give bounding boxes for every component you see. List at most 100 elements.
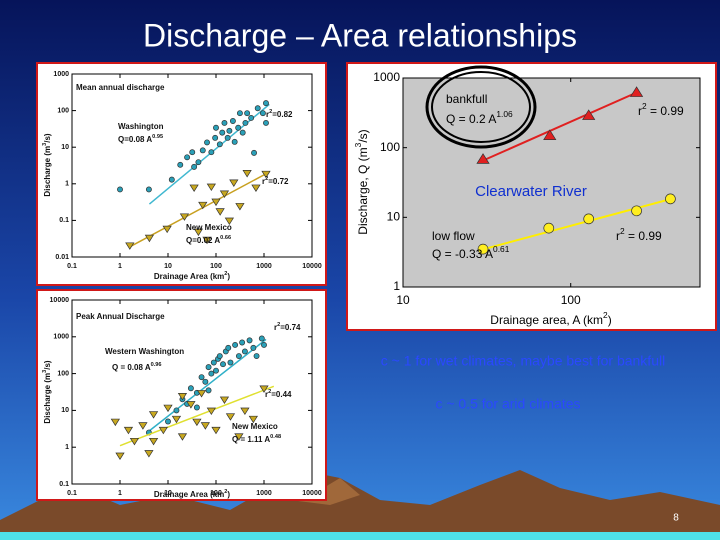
x-axis-label: Drainage area, A (km2) (490, 310, 611, 327)
data-point (225, 344, 232, 351)
series-label: low flow (432, 229, 475, 243)
fit-r2: r2=0.72 (262, 176, 289, 186)
fit-r2-part: =0.44 (271, 390, 292, 399)
data-point (221, 119, 228, 126)
data-point (543, 129, 557, 140)
data-point (543, 222, 555, 234)
fit-equation: Q = -0.33 A0.61 (432, 244, 510, 261)
fit-equation-sup: 0.48 (270, 434, 281, 440)
data-point (254, 105, 261, 112)
y-axis-label-sup: 3 (42, 143, 48, 146)
y-axis-label-part: Discharge (m (43, 146, 52, 197)
y-axis-label-part: /s) (43, 360, 52, 370)
y-axis-label-sup: 3 (42, 370, 48, 373)
data-point (110, 418, 120, 427)
data-point (219, 396, 230, 404)
fit-line (129, 171, 270, 248)
data-point (189, 184, 199, 193)
fit-equation-part: Q = 0.08 A (112, 363, 151, 372)
data-point (240, 407, 250, 416)
plot-area (71, 299, 313, 485)
data-point (242, 119, 249, 126)
data-point (248, 114, 255, 121)
data-point (631, 205, 642, 217)
chart-title: Mean annual discharge (76, 83, 165, 92)
x-tick-label: 10000 (302, 263, 322, 270)
x-tick-label: 10 (164, 263, 172, 270)
data-point (263, 119, 269, 126)
x-axis-label-part: Drainage Area (km (154, 272, 224, 281)
fit-r2-sup: 2 (620, 226, 625, 236)
fit-r2-part: =0.72 (268, 177, 289, 186)
data-point (208, 149, 215, 156)
data-point (251, 149, 257, 156)
data-point (144, 450, 154, 458)
data-point (204, 139, 210, 146)
data-point (213, 124, 219, 131)
data-point (229, 179, 239, 187)
fit-r2-part: = 0.99 (647, 104, 684, 118)
caption: c ~ 0.5 for arid climates (435, 396, 580, 412)
data-point (165, 418, 171, 425)
data-point (148, 411, 159, 419)
chart-title: Peak Annual Discharge (76, 312, 165, 321)
data-point (173, 407, 180, 414)
x-axis-label-sup: 2 (224, 489, 227, 495)
fit-line (148, 338, 267, 432)
data-point (199, 147, 206, 154)
y-axis-label: Discharge (m3/s) (42, 133, 52, 196)
x-axis-label-part: ) (227, 272, 230, 281)
data-point (198, 201, 208, 210)
plot-area (402, 77, 701, 288)
data-point (224, 217, 235, 226)
x-tick-label: 0.1 (67, 263, 77, 270)
data-point (219, 190, 230, 198)
data-point (244, 110, 251, 117)
x-tick-label: 10 (164, 490, 172, 497)
data-point (202, 378, 209, 385)
data-point (229, 118, 236, 124)
series-label: bankfull (446, 92, 487, 106)
data-point (251, 184, 261, 193)
fit-r2: r2 = 0.99 (616, 226, 662, 243)
data-point (208, 370, 215, 377)
data-point (241, 348, 248, 355)
fit-r2-part: r (274, 323, 277, 332)
data-point (210, 359, 217, 366)
y-axis-label: Discharge (m3/s) (42, 360, 52, 423)
data-point (583, 213, 595, 225)
data-point (198, 374, 205, 381)
x-tick-label: 1 (118, 490, 122, 497)
x-axis-label: Drainage Area (km2) (154, 271, 231, 281)
fit-equation-sup: 0.96 (151, 362, 162, 368)
data-point (225, 413, 236, 421)
x-tick-label: 10 (396, 293, 410, 307)
fit-r2: r2=0.74 (274, 322, 301, 332)
x-axis-label-sup: 2 (603, 310, 608, 320)
data-point (216, 141, 223, 148)
x-tick-label: 1000 (256, 490, 272, 497)
fit-r2-part: =0.82 (272, 110, 293, 119)
x-tick-label: 1000 (256, 263, 272, 270)
data-point (117, 186, 123, 193)
fit-equation-sup: 0.95 (152, 134, 163, 140)
data-point (192, 418, 202, 427)
y-tick-label: 1 (65, 181, 69, 188)
data-point (261, 170, 271, 179)
x-tick-label: 10000 (302, 490, 322, 497)
fit-line (480, 90, 640, 163)
fit-equation-part: Q=0.02 A (186, 236, 220, 245)
data-point (235, 124, 242, 131)
data-point (250, 344, 257, 351)
fit-equation-part: Q=0.08 A (118, 135, 152, 144)
data-point (200, 422, 210, 430)
fit-equation-part: Q = 0.2 A (446, 112, 496, 126)
data-point (239, 339, 246, 346)
x-axis-label: Drainage Area (km2) (154, 489, 231, 499)
data-point (259, 110, 266, 117)
data-point (582, 109, 596, 120)
data-point (189, 149, 196, 156)
data-point (242, 170, 252, 178)
data-point (123, 426, 134, 435)
